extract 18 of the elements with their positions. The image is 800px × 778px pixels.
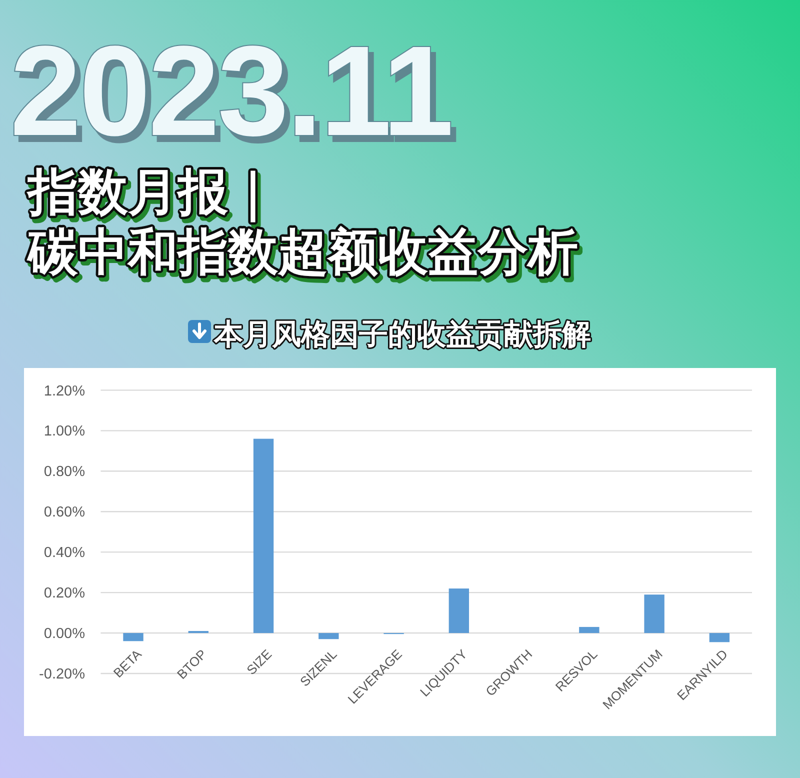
y-tick-label: 0.00%	[44, 626, 86, 642]
y-tick-label: 1.20%	[44, 383, 86, 400]
chart-subtitle: 本月风格因子的收益贡献拆解	[213, 317, 591, 351]
y-tick-label: 0.20%	[44, 586, 86, 602]
bar	[644, 594, 664, 634]
bar	[318, 633, 339, 640]
text: 2023.11	[10, 20, 452, 163]
y-tick-label: -0.20%	[39, 666, 86, 683]
chart-title: 指数月报｜碳中和指数超额收益分析	[26, 163, 578, 281]
bar	[253, 438, 274, 634]
bar	[448, 588, 470, 634]
bar	[709, 633, 730, 642]
y-tick-label: 0.40%	[44, 545, 86, 562]
y-tick-label: 0.80%	[44, 464, 86, 480]
y-tick-label: 0.60%	[44, 504, 86, 521]
y-tick-label: 1.00%	[44, 424, 86, 440]
bar	[123, 633, 144, 642]
bar	[579, 626, 600, 634]
